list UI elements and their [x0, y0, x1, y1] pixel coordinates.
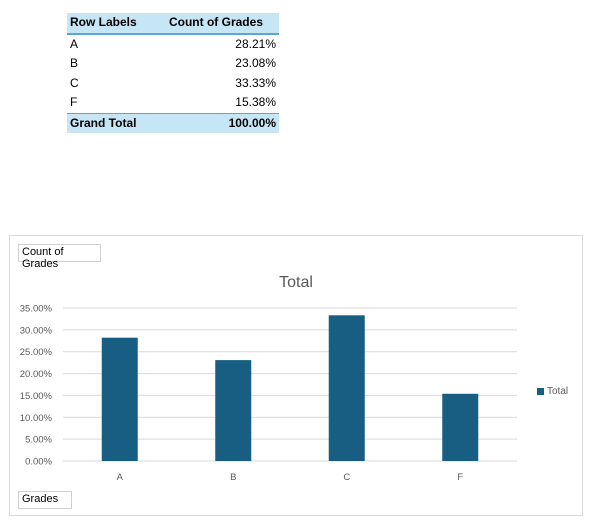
grand-total-value: 100.00%: [228, 115, 276, 130]
pivot-row: B 23.08%: [67, 54, 279, 74]
pivot-row-value: 28.21%: [235, 36, 276, 51]
chart-area[interactable]: [9, 235, 583, 516]
pivot-row-label[interactable]: A: [70, 36, 79, 51]
legend-label: Total: [547, 386, 569, 397]
values-field-button[interactable]: Count of Grades: [18, 244, 101, 270]
pivot-row: F 15.38%: [67, 93, 279, 113]
pivot-row-label[interactable]: F: [70, 95, 78, 109]
pivot-row-value: 15.38%: [235, 95, 276, 109]
legend-swatch: [537, 388, 544, 395]
count-of-grades-header[interactable]: Count of Grades: [168, 15, 263, 29]
row-labels-header[interactable]: Row Labels: [70, 15, 137, 29]
grand-total-label: Grand Total: [70, 115, 137, 130]
chart-legend: Total: [537, 386, 568, 397]
pivot-row: A 28.21%: [67, 35, 279, 55]
grand-total-row: Grand Total 100.00%: [67, 112, 279, 133]
pivot-row: C 33.33%: [67, 74, 279, 94]
pivot-header: Row Labels Count of Grades: [67, 13, 279, 35]
pivot-row-label[interactable]: B: [70, 56, 79, 70]
axis-field-button[interactable]: Grades: [18, 491, 72, 509]
pivot-row-label[interactable]: C: [70, 75, 79, 90]
pivot-row-value: 23.08%: [235, 56, 276, 70]
pivot-table: Row Labels Count of Grades A 28.21% B 23.08…: [67, 13, 279, 133]
pivot-row-value: 33.33%: [235, 75, 276, 90]
